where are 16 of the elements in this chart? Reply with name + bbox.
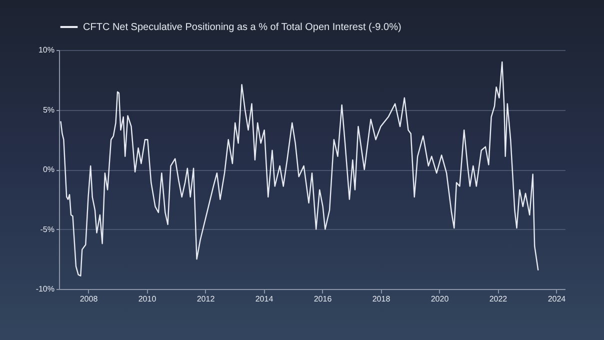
- x-tick-label: 2008: [80, 294, 98, 304]
- x-tick-label: 2022: [489, 294, 508, 304]
- y-tick-label: -5%: [40, 224, 54, 234]
- y-tick-label: -10%: [36, 284, 54, 294]
- legend-label: CFTC Net Speculative Positioning as a % of Total Open Interest (-9.0%): [83, 22, 402, 33]
- x-tick-label: 2012: [196, 294, 216, 304]
- x-tick-label: 2014: [255, 294, 274, 304]
- x-tick-label: 2024: [548, 294, 566, 304]
- y-tick-label: 5%: [42, 105, 54, 114]
- x-tick-label: 2020: [430, 294, 450, 304]
- y-tick-label: 10%: [38, 46, 54, 54]
- x-tick-label: 2018: [372, 294, 391, 304]
- x-tick-label: 2010: [138, 294, 157, 304]
- line-series: [60, 61, 539, 276]
- x-tick-label: 2016: [314, 294, 332, 304]
- y-tick-label: 0%: [42, 165, 54, 174]
